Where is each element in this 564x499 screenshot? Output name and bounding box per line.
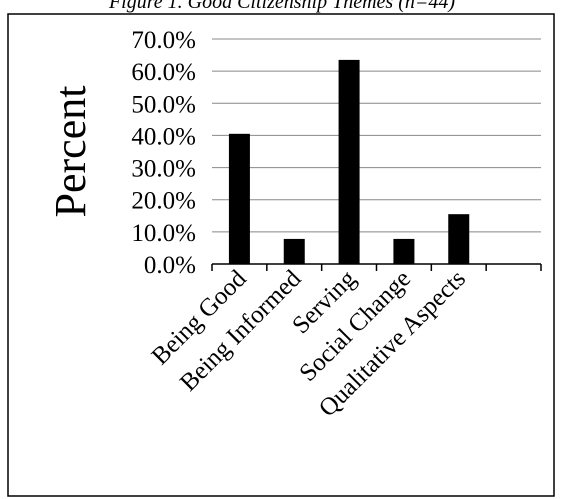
y-tick-label: 40.0% xyxy=(131,123,196,150)
bar-being-good xyxy=(228,133,250,264)
chart-title: Figure 1. Good Citizenship Themes (n=44) xyxy=(108,0,455,13)
y-tick-label: 70.0% xyxy=(131,27,196,54)
axes xyxy=(211,263,542,271)
y-tick-label: 50.0% xyxy=(131,91,196,118)
y-tick-label: 30.0% xyxy=(131,156,196,183)
bar-qualitative-aspects xyxy=(448,214,470,264)
bar-being-informed xyxy=(283,238,305,264)
y-tick-labels: 0.0% 10.0% 20.0% 30.0% 40.0% 50.0% 60.0% 70.0% xyxy=(131,27,196,279)
bars xyxy=(228,59,470,265)
bar-serving xyxy=(338,59,360,265)
y-tick-label: 20.0% xyxy=(131,188,196,215)
bar-social-change xyxy=(393,238,415,264)
y-tick-label: 10.0% xyxy=(131,220,196,247)
chart-border xyxy=(7,13,555,497)
y-axis-label: Percent xyxy=(46,86,95,218)
y-tick-label: 0.0% xyxy=(144,252,196,279)
y-tick-label: 60.0% xyxy=(131,59,196,86)
gridlines xyxy=(212,38,541,233)
